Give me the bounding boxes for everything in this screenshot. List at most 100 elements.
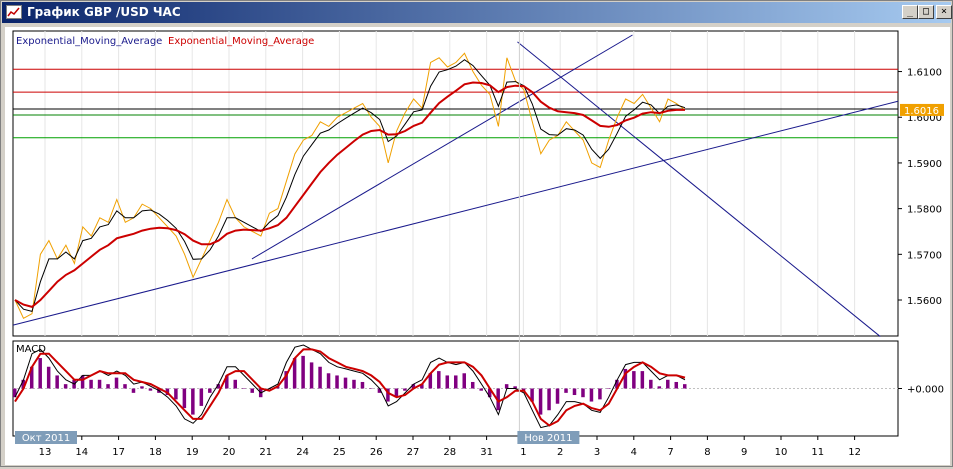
macd-histogram-bar [250,388,254,393]
macd-histogram-bar [496,388,500,411]
maximize-button[interactable]: □ [918,5,934,19]
macd-histogram-bar [649,379,653,389]
price-series-line-1 [14,59,686,313]
macd-histogram-bar [241,388,246,389]
x-tick-label: 14 [75,447,88,458]
chart-icon [6,5,22,19]
macd-histogram-bar [114,377,119,389]
macd-histogram-bar [63,384,68,389]
macd-histogram-bar [470,381,475,389]
macd-histogram-bar [479,388,483,391]
price-y-tick-label: 1.6000 [907,113,942,124]
macd-histogram-bar [148,388,153,391]
macd-histogram-bar [420,384,424,389]
x-tick-label: 7 [667,447,673,458]
macd-histogram-bar [233,379,238,389]
x-tick-label: 13 [39,447,52,458]
macd-histogram-bar [555,388,560,404]
macd-histogram-bar [131,388,136,393]
x-tick-label: 19 [186,447,199,458]
macd-histogram-bar [369,388,373,389]
last-price-marker [900,103,944,116]
x-tick-label: 31 [480,447,493,458]
macd-histogram-bar [13,388,17,398]
x-tick-label: 11 [811,447,824,458]
macd-histogram-bar [97,379,102,389]
macd-histogram-bar [208,388,212,393]
x-tick-label: 17 [112,447,125,458]
x-tick-label: 2 [557,447,563,458]
price-y-tick-label: 1.5600 [907,296,942,307]
macd-signal-line [14,348,686,427]
macd-histogram-bar [29,366,34,389]
macd-histogram-bar [352,379,356,389]
macd-histogram-bar [335,375,339,389]
macd-histogram-bar [606,388,611,389]
macd-histogram-bar [326,373,331,389]
legend-ema-2: Exponential_Moving_Average [168,36,314,47]
macd-histogram-bar [547,388,551,411]
x-tick-label: 26 [370,447,383,458]
x-tick-label: 10 [775,447,788,458]
window-title: График GBP /USD ЧАС [27,5,181,19]
macd-histogram-bar [394,388,399,398]
trend-line[interactable] [12,100,899,326]
macd-title: MACD [16,344,46,355]
trend-line[interactable] [251,34,633,260]
macd-histogram-bar [572,388,577,396]
period-label-box [15,431,77,444]
macd-histogram-bar [564,388,568,393]
chart-area[interactable]: 1.6100 1.6000 1.5900 1.5800 1.5700 1.5600 1.60… [5,27,950,465]
macd-histogram-bar [445,375,450,389]
macd-histogram-bar [640,371,645,389]
title-bar[interactable]: График GBP /USD ЧАС _ □ × [2,2,952,23]
macd-histogram-bar [174,388,178,400]
macd-histogram-bar [521,388,526,391]
x-tick-label: 24 [296,447,309,458]
macd-histogram-bar [89,379,93,389]
macd-histogram-bar [454,375,458,389]
macd-histogram-bar [657,386,662,389]
x-tick-label: 4 [631,447,637,458]
chart-canvas[interactable]: 1.6100 1.6000 1.5900 1.5800 1.5700 1.5600 1.60… [5,27,950,465]
macd-histogram-bar [21,379,25,389]
macd-histogram-bar [343,377,348,389]
trend-line[interactable] [517,41,881,337]
macd-histogram-bar [301,355,305,389]
macd-histogram-bar [428,373,433,389]
macd-y-tick-label: +0.000 [907,385,944,396]
macd-histogram-bar [182,388,187,409]
macd-histogram-bar [191,388,195,415]
x-tick-label: 25 [333,447,346,458]
minimize-button[interactable]: _ [902,5,918,19]
price-y-tick-label: 1.6100 [907,68,942,79]
macd-histogram-bar [140,386,144,389]
x-tick-label: 21 [259,447,272,458]
macd-histogram-bar [504,384,509,389]
macd-histogram-bar [437,371,441,389]
price-y-tick-label: 1.5800 [907,205,942,216]
x-tick-label: 9 [741,447,747,458]
macd-histogram-bar [615,379,619,389]
x-tick-label: 3 [594,447,600,458]
x-tick-label: 28 [443,447,456,458]
macd-histogram-bar [386,388,390,402]
macd-histogram-bar [623,368,628,389]
x-tick-label: 12 [848,447,861,458]
legend-ema-1: Exponential_Moving_Average [16,36,162,47]
price-series-line-2 [14,81,685,308]
macd-histogram-bar [589,388,594,402]
price-panel [12,30,899,337]
macd-histogram-bar [55,375,59,389]
x-tick-label: 18 [149,447,162,458]
x-tick-label: 27 [407,447,420,458]
close-button[interactable]: × [936,5,952,19]
x-tick-label: 8 [704,447,710,458]
macd-histogram-bar [683,384,687,389]
price-y-tick-label: 1.5900 [907,159,942,170]
macd-histogram-bar [216,384,221,389]
macd-histogram-bar [403,388,407,391]
macd-histogram-bar [106,384,110,389]
macd-histogram-bar [199,388,204,406]
